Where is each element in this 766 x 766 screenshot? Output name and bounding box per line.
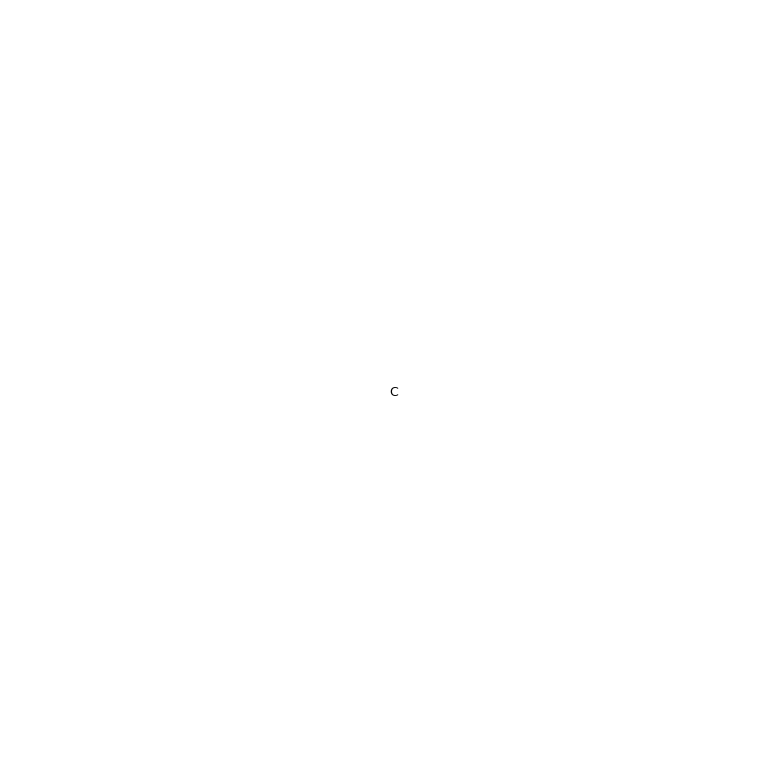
Text: C: C xyxy=(390,386,398,399)
